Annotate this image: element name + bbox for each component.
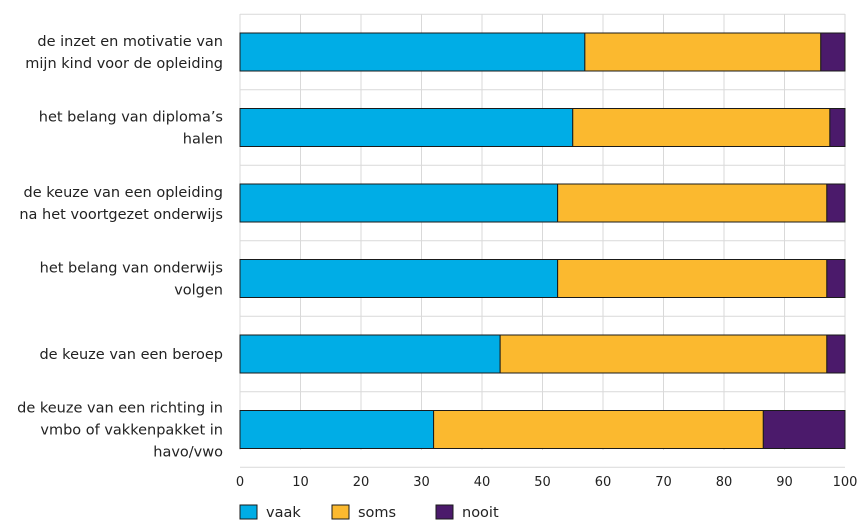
bar-segment-nooit [820, 32, 846, 72]
category-label-line: de keuze van een beroep [39, 347, 223, 363]
category-label-line: de keuze van een richting in [17, 401, 223, 417]
x-tick-label: 80 [716, 475, 733, 490]
legend-swatch-vaak [239, 504, 258, 520]
bar-segment-vaak [239, 410, 435, 449]
bar-segment-nooit [826, 334, 846, 374]
category-label-line: het belang van onderwijs [40, 261, 223, 277]
x-tick-label: 100 [833, 475, 857, 490]
legend: vaak soms nooit [239, 504, 499, 521]
legend-label-soms: soms [358, 505, 396, 521]
x-tick-label: 60 [595, 475, 612, 490]
x-tick-label: 0 [236, 475, 244, 490]
bars [239, 32, 846, 449]
x-tick-label: 50 [534, 475, 551, 490]
bar-segment-vaak [239, 183, 559, 223]
legend-label-vaak: vaak [266, 505, 301, 521]
x-tick-label: 30 [413, 475, 430, 490]
category-label: de inzet en motivatie van mijn kind voor … [25, 34, 223, 72]
bar-segment-soms [557, 183, 828, 223]
bar-segment-soms [557, 259, 828, 298]
bar-segment-vaak [239, 108, 574, 147]
category-label: het belang van diploma’s halen [39, 110, 223, 148]
category-labels: de inzet en motivatie van mijn kind voor … [17, 34, 223, 461]
x-tick-label: 10 [292, 475, 309, 490]
x-tick-label: 70 [655, 475, 672, 490]
x-tick-label: 40 [474, 475, 491, 490]
bar-segment-soms [584, 32, 822, 72]
bar-segment-vaak [239, 334, 501, 374]
bar-segment-vaak [239, 259, 559, 298]
category-label: de keuze van een opleiding na het voortge… [19, 185, 223, 223]
x-tick-label: 20 [353, 475, 370, 490]
category-label-line: mijn kind voor de opleiding [25, 56, 223, 72]
bar-segment-nooit [826, 259, 846, 298]
legend-swatch-soms [331, 504, 350, 520]
category-label-line: volgen [174, 283, 223, 299]
category-label-line: halen [183, 132, 223, 148]
bar-segment-soms [433, 410, 764, 449]
category-label-line: na het voortgezet onderwijs [19, 207, 223, 223]
legend-label-nooit: nooit [462, 505, 499, 521]
legend-swatch-nooit [435, 504, 454, 520]
category-label-line: de inzet en motivatie van [37, 34, 223, 50]
category-label: het belang van onderwijs volgen [40, 261, 223, 299]
category-label-line: vmbo of vakkenpakket in [40, 423, 223, 439]
x-tick-label: 90 [776, 475, 793, 490]
bar-segment-nooit [826, 183, 846, 223]
bar-segment-nooit [829, 108, 846, 147]
category-label-line: havo/vwo [153, 445, 223, 461]
bar-segment-soms [499, 334, 828, 374]
grid [239, 13, 846, 468]
category-label-line: de keuze van een opleiding [24, 185, 223, 201]
category-label: de keuze van een richting in vmbo of vakk… [17, 401, 223, 461]
bar-segment-vaak [239, 32, 586, 72]
x-tick-labels: 0 10 20 30 40 50 60 70 80 90 100 [236, 475, 857, 490]
category-label: de keuze van een beroep [39, 347, 223, 363]
bar-segment-soms [572, 108, 831, 147]
bar-segment-nooit [762, 410, 846, 449]
category-label-line: het belang van diploma’s [39, 110, 223, 126]
